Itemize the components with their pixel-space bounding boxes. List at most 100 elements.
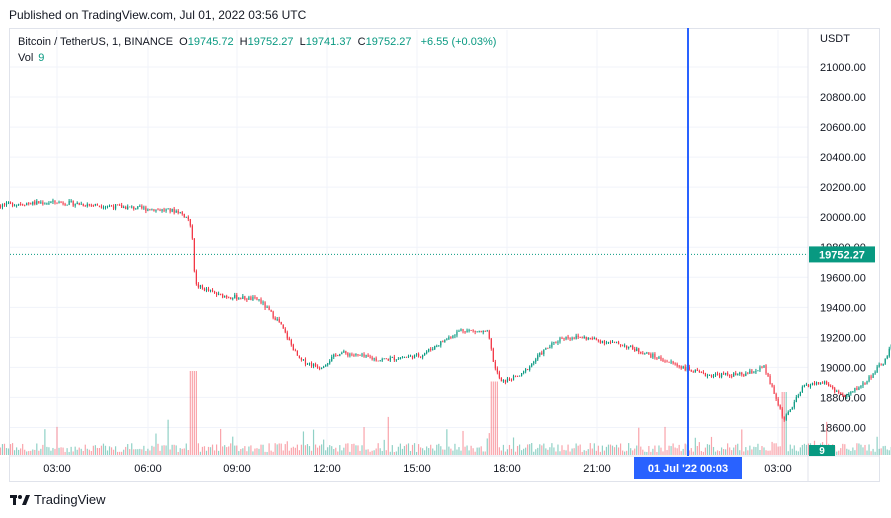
volume-bar — [755, 447, 757, 455]
candle-body — [68, 201, 70, 205]
volume-bar — [157, 443, 159, 455]
volume-bar — [632, 450, 634, 455]
volume-bar — [458, 447, 460, 455]
footer-brand[interactable]: TradingView — [10, 492, 106, 507]
volume-bar — [510, 448, 513, 455]
volume-bar — [343, 447, 345, 455]
volume-bar — [114, 446, 117, 455]
volume-bar — [628, 443, 630, 455]
candle-body — [830, 386, 832, 388]
volume-bar — [422, 448, 424, 455]
published-caption: Published on TradingView.com, Jul 01, 20… — [9, 8, 307, 22]
volume-bar — [555, 451, 557, 455]
volume-bar — [688, 450, 690, 455]
candle-body — [648, 352, 650, 355]
candle-body — [286, 332, 288, 339]
volume-bar — [539, 444, 541, 455]
volume-bar — [512, 437, 515, 455]
candle-body — [5, 202, 8, 206]
candle-body — [646, 352, 648, 354]
legend-open-value: 19745.72 — [187, 36, 234, 48]
candle-body — [813, 383, 816, 385]
volume-bar — [791, 448, 793, 455]
candle-body — [714, 373, 717, 376]
candle-body — [244, 296, 246, 300]
volume-bar — [0, 447, 2, 455]
volume-bar — [743, 451, 745, 455]
volume-bar — [472, 448, 474, 455]
volume-bar — [106, 450, 109, 455]
candle-body — [341, 352, 343, 355]
candle-body — [518, 375, 521, 377]
candle-body — [706, 375, 709, 377]
volume-bar — [452, 450, 454, 455]
candle-body — [46, 203, 48, 205]
candle-body — [795, 397, 797, 402]
candle-body — [405, 357, 408, 359]
candle-body — [815, 382, 818, 385]
y-tick-label: 21000.00 — [820, 62, 866, 74]
candle-body — [218, 293, 220, 295]
candle-body — [581, 337, 583, 339]
volume-bar — [167, 419, 169, 455]
volume-bar — [88, 449, 90, 455]
volume-bar — [589, 443, 591, 455]
candle-body — [420, 356, 422, 358]
candle-body — [876, 366, 878, 373]
candle-body — [193, 238, 195, 272]
candle-body — [741, 372, 743, 375]
candle-body — [539, 352, 541, 356]
volume-bar — [466, 445, 468, 455]
volume-bar — [26, 451, 28, 455]
volume-bar — [583, 450, 585, 455]
volume-bar — [13, 450, 16, 455]
candle-body — [18, 204, 20, 205]
volume-bar — [533, 451, 535, 455]
volume-bar — [377, 443, 379, 455]
candle-body — [535, 359, 537, 362]
volume-bar — [3, 443, 6, 455]
candle-body — [335, 354, 337, 356]
candle-body — [369, 356, 371, 358]
candle-body — [102, 207, 105, 209]
volume-bar — [777, 446, 779, 455]
candle-body — [682, 366, 684, 369]
volume-bar — [619, 443, 622, 455]
volume-bar — [173, 444, 175, 455]
candle-body — [458, 330, 460, 332]
volume-bar — [591, 448, 593, 455]
candle-body — [365, 355, 367, 357]
candle-body — [723, 373, 725, 375]
legend-low-value: 19741.37 — [305, 36, 352, 48]
candle-body — [38, 201, 40, 204]
volume-bar — [769, 450, 771, 455]
volume-bar — [290, 447, 292, 455]
candle-body — [94, 204, 96, 206]
candle-body — [680, 366, 682, 369]
volume-bar — [359, 450, 361, 455]
candle-body — [385, 358, 387, 360]
candle-body — [749, 370, 751, 374]
candle-body — [886, 356, 888, 359]
candle-body — [727, 373, 729, 375]
candle-body — [76, 202, 78, 205]
volume-bar — [226, 447, 228, 455]
volume-bar — [401, 448, 404, 455]
volume-bar — [86, 448, 88, 455]
candle-body — [775, 393, 777, 399]
volume-bar — [46, 446, 48, 455]
volume-bar — [559, 451, 561, 455]
volume-bar — [16, 447, 18, 455]
candle-body — [155, 209, 157, 212]
candle-body — [238, 298, 240, 300]
volume-bar — [700, 451, 702, 455]
volume-bar — [123, 449, 125, 455]
candle-body — [363, 354, 365, 357]
volume-bar — [654, 445, 656, 455]
volume-bar — [846, 448, 848, 455]
candle-body — [500, 377, 502, 382]
x-tick-label: 09:00 — [223, 463, 251, 475]
volume-bar — [191, 371, 193, 455]
volume-bar — [316, 447, 319, 455]
